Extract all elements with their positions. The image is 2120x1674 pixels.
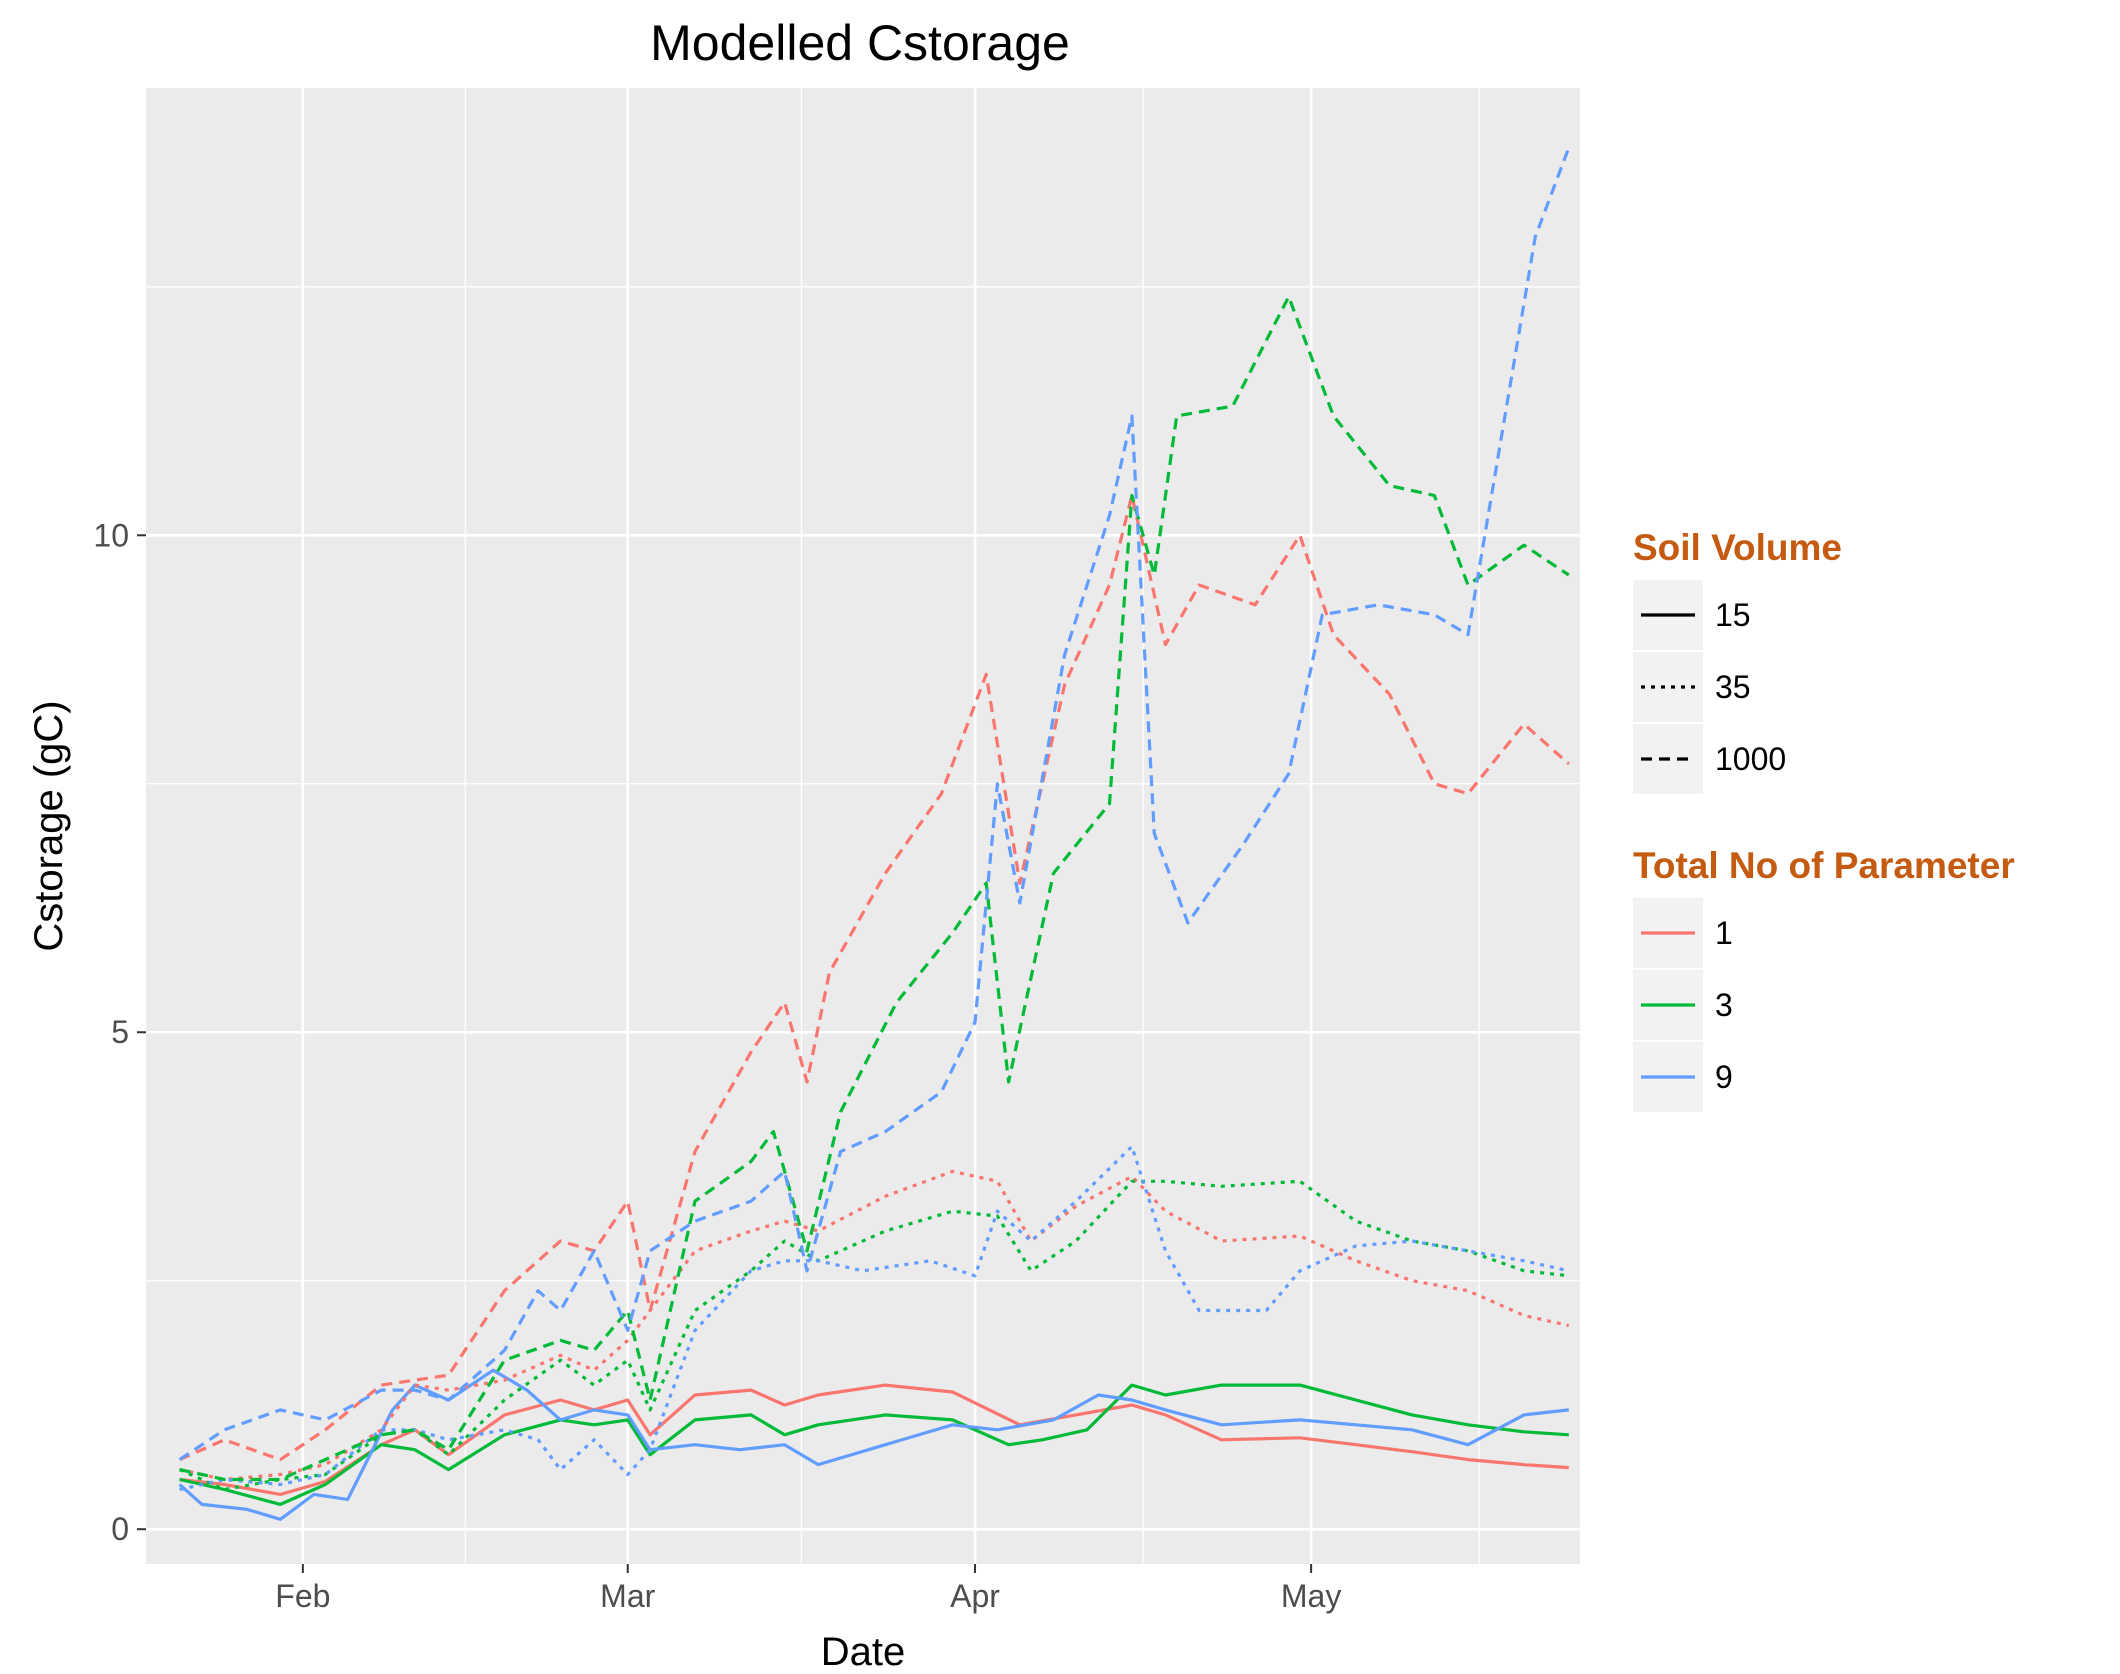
legend-item-label: 1000 xyxy=(1715,741,1786,777)
legend-item-label: 9 xyxy=(1715,1059,1733,1095)
legend-item-label: 15 xyxy=(1715,597,1751,633)
y-axis-title: Cstorage (gC) xyxy=(27,700,71,951)
legend-item-label: 35 xyxy=(1715,669,1751,705)
x-tick-label: Apr xyxy=(950,1578,1000,1614)
minor-gridlines xyxy=(146,88,1580,1564)
legend-title: Total No of Parameter xyxy=(1633,845,2015,886)
series-line-param-1-soil-35 xyxy=(179,1169,1570,1482)
axes: Feb Mar Apr May 0 5 10 xyxy=(93,517,1341,1614)
legend: Soil Volume 15 35 1000 Total No of Parameter… xyxy=(1633,527,2015,1112)
legend-title: Soil Volume xyxy=(1633,527,1842,568)
chart-title: Modelled Cstorage xyxy=(650,15,1070,71)
series-lines xyxy=(178,147,1571,1521)
series-line-param-9-soil-35 xyxy=(179,1144,1570,1492)
x-tick-label: Mar xyxy=(600,1578,655,1614)
legend-item-label: 3 xyxy=(1715,987,1733,1023)
plot-panel xyxy=(146,88,1580,1564)
y-tick-label: 0 xyxy=(111,1511,129,1547)
x-axis-title: Date xyxy=(821,1630,906,1674)
series-line-param-9-soil-1000 xyxy=(178,147,1571,1461)
series-line-param-3-soil-15 xyxy=(179,1383,1569,1507)
x-tick-label: Feb xyxy=(275,1578,330,1614)
series-line-param-3-soil-1000 xyxy=(179,295,1570,1482)
series-line-param-1-soil-15 xyxy=(179,1383,1569,1497)
x-tick-label: May xyxy=(1281,1578,1341,1614)
series-line-param-9-soil-15 xyxy=(178,1368,1569,1521)
y-tick-label: 10 xyxy=(93,517,129,553)
legend-item-label: 1 xyxy=(1715,915,1733,951)
major-gridlines xyxy=(146,88,1580,1564)
y-tick-label: 5 xyxy=(111,1014,129,1050)
